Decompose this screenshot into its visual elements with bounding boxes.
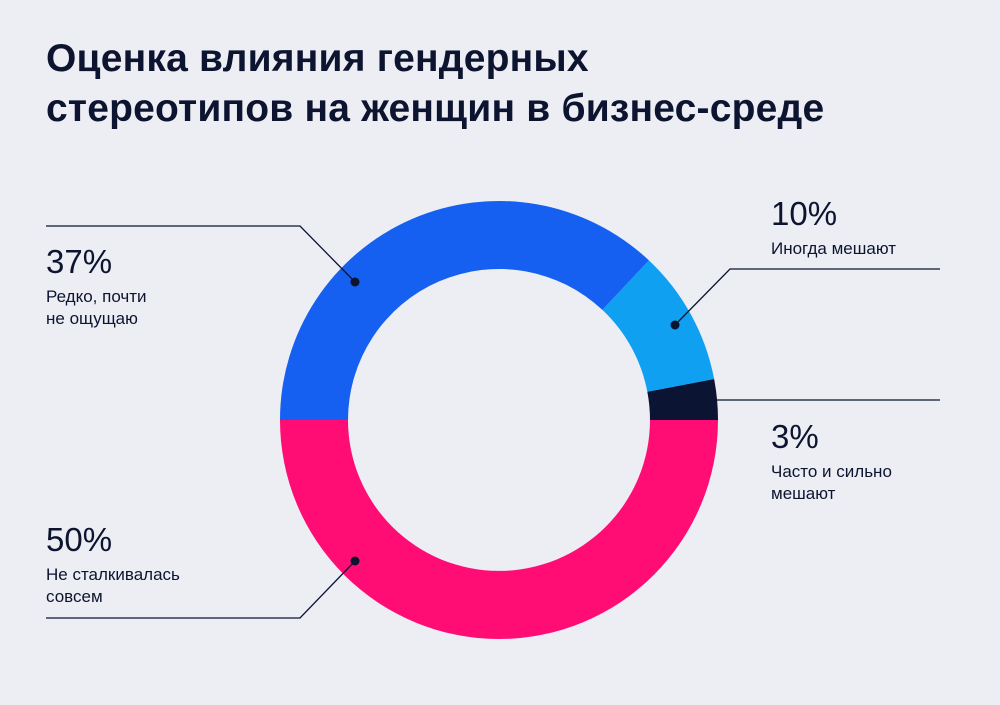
slice-description-line: Редко, почти [46,287,147,306]
leader-dot [350,556,360,566]
slice-value-label: 10% [771,195,838,232]
donut-slice [280,200,649,420]
slice-description: Иногда мешают [771,238,896,260]
leader-dot [670,320,680,330]
slice-description: Не сталкивалась совсем [46,564,180,608]
title-line-1: Оценка влияния гендерных [46,37,589,80]
leader-line [674,268,940,326]
slice-description-line: мешают [771,484,836,503]
leader-dot [350,277,360,287]
chart-title: Оценка влияния гендерных стереотипов на … [46,34,966,134]
slice-description-line: совсем [46,587,103,606]
slice-description: Часто и сильно мешают [771,461,892,505]
slice-value-label: 50% [46,521,113,558]
slice-value-label: 3% [771,418,819,455]
slice-value-label: 37% [46,243,113,280]
title-line-2: стереотипов на женщин в бизнес-среде [46,87,825,130]
slice-description: Редко, почти не ощущаю [46,286,147,330]
slice-description-line: Иногда мешают [771,239,896,258]
label-never: 50% Не сталкивалась совсем [46,522,180,608]
donut-slice [280,420,718,639]
donut-slice [647,378,718,420]
donut-slice [602,260,715,392]
label-rarely: 37% Редко, почти не ощущаю [46,244,147,330]
label-sometimes: 10% Иногда мешают [771,196,896,260]
slice-description-line: Не сталкивалась [46,565,180,584]
slice-description-line: не ощущаю [46,309,138,328]
slice-description-line: Часто и сильно [771,462,892,481]
leader-dot [698,395,708,405]
leader-line [46,225,356,283]
label-often: 3% Часто и сильно мешают [771,419,892,505]
leader-line [46,560,356,619]
